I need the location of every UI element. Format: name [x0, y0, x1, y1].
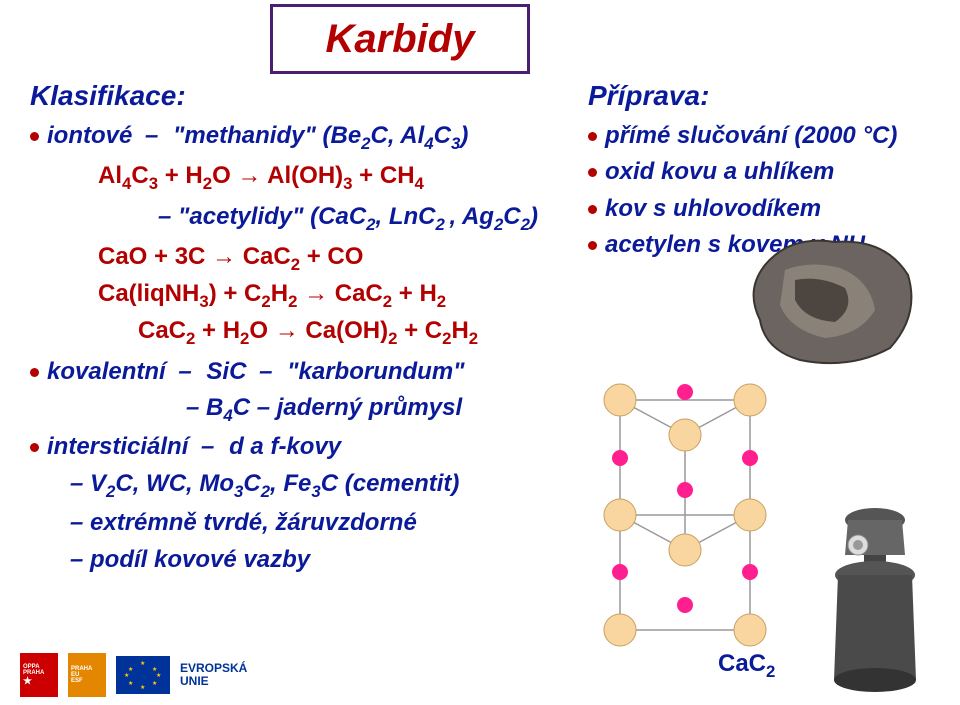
footer-logos: OPPA PRAHA ★ PRAHA EU ESF ★ ★ ★ ★ ★ ★ ★ …: [20, 653, 247, 697]
eu-text: EVROPSKÁ UNIE: [180, 662, 247, 688]
equation-cao: CaO + 3C → CaC2 + CO: [98, 240, 570, 277]
preparation-heading: Příprava:: [588, 80, 938, 112]
prep-b3: kov s uhlovodíkem: [588, 193, 938, 225]
crystal-lattice-diagram: [600, 380, 775, 650]
cac2-label: CaC2: [718, 650, 775, 682]
bullet-dot-icon: [588, 132, 597, 141]
classification-heading: Klasifikace:: [30, 80, 570, 112]
acetylidy-line: – "acetylidy" (CaC2, LnC2 , Ag2C2): [158, 201, 570, 236]
prep-b1: přímé slučování (2000 °C): [588, 120, 938, 152]
left-column: Klasifikace: iontové – "methanidy" (Be2C…: [30, 80, 570, 580]
sub-v2c: – V2C, WC, Mo3C2, Fe3C (cementit): [70, 468, 570, 503]
bullet-covalent: kovalentní – SiC – "karborundum": [30, 356, 570, 388]
praha-logo: PRAHA EU ESF: [68, 653, 106, 697]
sub-hard: – extrémně tvrdé, žáruvzdorné: [70, 507, 570, 539]
bullet-dot-icon: [30, 368, 39, 377]
equation-cac2-h2o: CaC2 + H2O → Ca(OH)2 + C2H2: [138, 314, 570, 351]
carbide-lamp-image: [820, 495, 930, 695]
bullet-dot-icon: [30, 443, 39, 452]
title-box: Karbidy: [270, 4, 530, 74]
bullet-dot-icon: [30, 132, 39, 141]
bullet-ionic: iontové – "methanidy" (Be2C, Al4C3): [30, 120, 570, 155]
bullet-text: iontové – "methanidy" (Be2C, Al4C3): [47, 120, 468, 155]
sub-bond: – podíl kovové vazby: [70, 544, 570, 576]
b4c-line: – B4C – jaderný průmysl: [186, 392, 570, 427]
equation-liqnh3: Ca(liqNH3) + C2H2 → CaC2 + H2: [98, 277, 570, 314]
carbide-rock-image: [740, 230, 920, 370]
bullet-dot-icon: [588, 205, 597, 214]
oppa-logo: OPPA PRAHA ★: [20, 653, 58, 697]
bullet-dot-icon: [588, 168, 597, 177]
eu-flag-icon: ★ ★ ★ ★ ★ ★ ★ ★: [116, 656, 170, 694]
bullet-text: kovalentní – SiC – "karborundum": [47, 356, 465, 388]
prep-b2: oxid kovu a uhlíkem: [588, 156, 938, 188]
bullet-interstitial: intersticiální – d a f-kovy: [30, 431, 570, 463]
equation-al4c3: Al4C3 + H2O → Al(OH)3 + CH4: [98, 159, 570, 196]
bullet-text: intersticiální – d a f-kovy: [47, 431, 341, 463]
bullet-dot-icon: [588, 241, 597, 250]
page-title: Karbidy: [326, 17, 475, 62]
